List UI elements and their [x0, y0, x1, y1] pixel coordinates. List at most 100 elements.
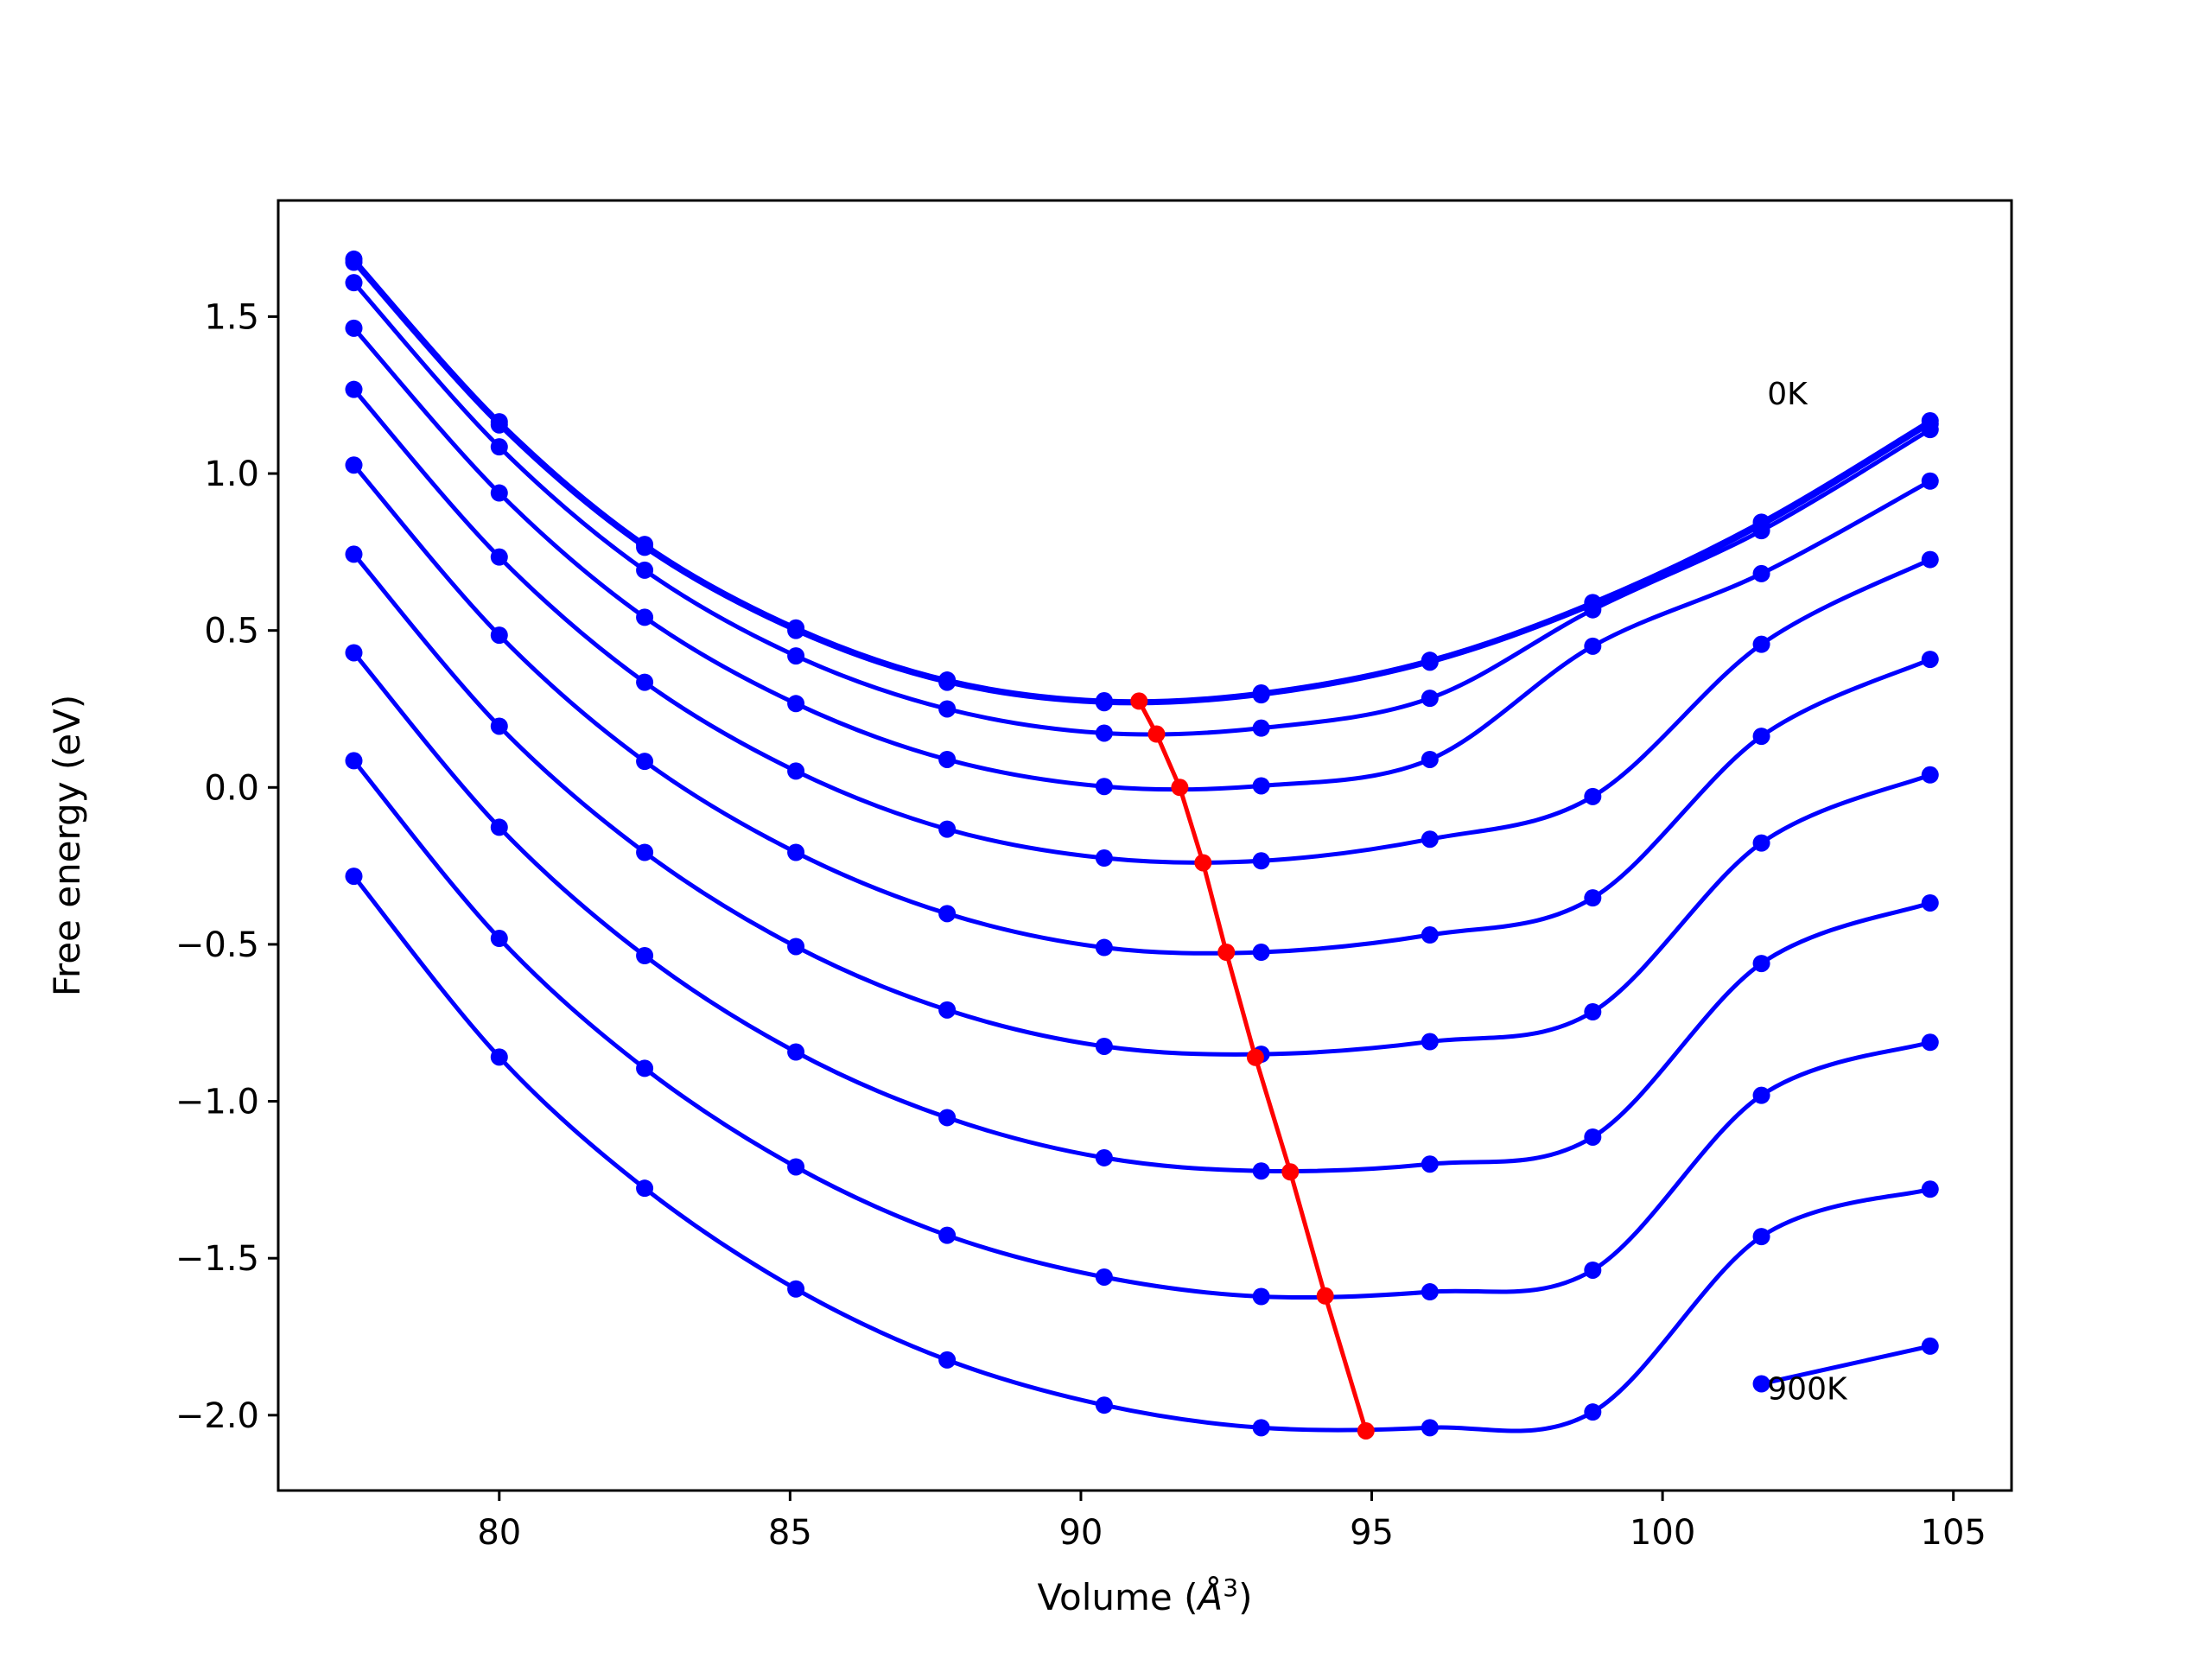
data-point — [345, 868, 363, 886]
data-point — [345, 274, 363, 292]
data-point — [1752, 955, 1770, 973]
minimum-point — [1147, 725, 1166, 743]
y-tick-label: −0.5 — [175, 925, 259, 965]
data-point — [1421, 926, 1439, 944]
data-point — [938, 673, 957, 691]
data-point — [636, 843, 654, 861]
data-point — [1095, 778, 1113, 796]
data-point — [490, 484, 508, 502]
series-7 — [345, 644, 1939, 1180]
data-point — [1921, 651, 1939, 669]
data-point — [1421, 830, 1439, 849]
series-4 — [345, 380, 1939, 870]
x-axis-ticks: 80 85 90 95 100 105 — [477, 1491, 1986, 1553]
data-point — [1421, 653, 1439, 671]
data-point — [636, 1059, 654, 1077]
data-point — [490, 818, 508, 836]
data-point — [1752, 1375, 1770, 1393]
data-point — [938, 1001, 957, 1019]
data-point — [345, 456, 363, 474]
data-point — [1421, 1155, 1439, 1173]
data-point — [345, 319, 363, 337]
series-2 — [345, 274, 1939, 742]
series-9 — [345, 868, 1939, 1437]
data-point — [490, 438, 508, 456]
y-tick-label: 1.0 — [204, 454, 259, 494]
data-point — [1752, 564, 1770, 582]
data-point — [787, 647, 805, 665]
data-point — [938, 1351, 957, 1369]
data-point — [787, 1158, 805, 1176]
data-point — [1421, 750, 1439, 768]
data-point — [1252, 1419, 1270, 1437]
series-3 — [345, 319, 1939, 796]
x-tick-label: 95 — [1350, 1513, 1394, 1553]
data-point — [787, 762, 805, 780]
x-tick-label: 105 — [1921, 1513, 1986, 1553]
data-point — [1584, 889, 1602, 907]
data-point — [938, 700, 957, 718]
minimum-point — [1130, 692, 1148, 710]
annotation-900k: 900K — [1767, 1372, 1848, 1408]
data-point — [787, 938, 805, 956]
y-tick-label: 0.5 — [204, 612, 259, 652]
minimum-point — [1217, 944, 1236, 962]
data-point — [490, 548, 508, 566]
data-point — [1095, 1148, 1113, 1166]
y-axis-ticks: −2.0 −1.5 −1.0 −0.5 0.0 0.5 1.0 1.5 — [175, 297, 278, 1436]
data-point — [1752, 834, 1770, 852]
data-point — [787, 843, 805, 861]
data-point — [1095, 938, 1113, 957]
data-point — [636, 561, 654, 579]
data-point — [345, 380, 363, 398]
data-point — [1095, 1037, 1113, 1055]
data-point — [1584, 601, 1602, 619]
data-point — [345, 545, 363, 563]
minimum-point — [1357, 1421, 1375, 1440]
data-point — [1584, 1003, 1602, 1021]
data-point — [1095, 849, 1113, 868]
data-point — [1584, 1128, 1602, 1146]
data-point — [1421, 1283, 1439, 1301]
data-point — [1921, 421, 1939, 439]
data-point — [1095, 1268, 1113, 1286]
minimum-point — [1316, 1287, 1334, 1305]
minimum-point — [1194, 854, 1212, 872]
data-point — [938, 820, 957, 838]
data-point — [490, 717, 508, 735]
data-point — [1252, 719, 1270, 737]
data-point — [938, 750, 957, 768]
data-point — [1252, 777, 1270, 795]
minimum-point — [1246, 1048, 1264, 1066]
data-point — [1921, 766, 1939, 784]
x-tick-label: 90 — [1058, 1513, 1103, 1553]
data-point — [1752, 635, 1770, 653]
data-point — [787, 621, 805, 639]
annotation-0k: 0K — [1767, 377, 1808, 412]
data-point — [1752, 1086, 1770, 1104]
data-point — [787, 1043, 805, 1061]
data-point — [1252, 1287, 1270, 1306]
y-axis-label: Free energy (eV) — [46, 695, 88, 997]
series-8 — [345, 752, 1939, 1306]
data-point — [636, 1179, 654, 1198]
annotation-layer: 0K 900K — [1767, 377, 1848, 1408]
data-point — [787, 1280, 805, 1298]
data-point — [345, 644, 363, 662]
data-point — [1752, 728, 1770, 746]
data-point — [1252, 852, 1270, 870]
data-point — [1921, 1033, 1939, 1052]
data-point — [1095, 694, 1113, 712]
data-point — [1921, 472, 1939, 490]
x-axis-label-close: ) — [1238, 1576, 1252, 1618]
data-point — [345, 253, 363, 271]
x-axis-label-symbol: Å — [1196, 1575, 1224, 1618]
data-point — [490, 626, 508, 645]
data-point — [1921, 1337, 1939, 1355]
x-axis-label: Volume (Å3) — [1038, 1573, 1253, 1618]
data-point — [1421, 690, 1439, 708]
series-layer — [345, 250, 1939, 1437]
x-tick-label: 85 — [768, 1513, 812, 1553]
plot-frame — [276, 199, 2013, 1492]
